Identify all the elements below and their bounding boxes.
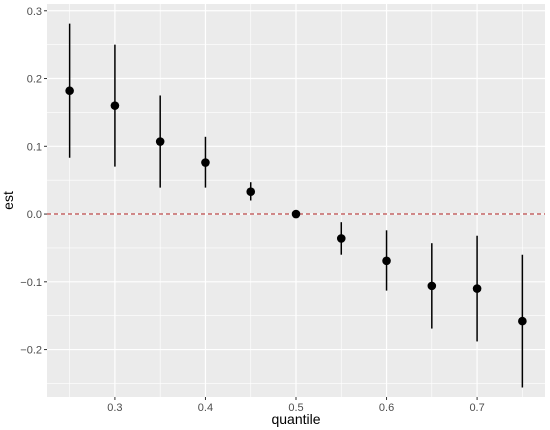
data-point bbox=[156, 137, 165, 146]
y-axis-ticks: −0.2 −0.1 0.0 0.1 0.2 0.3 bbox=[20, 6, 47, 357]
data-point bbox=[65, 86, 74, 95]
y-tick-label: 0.2 bbox=[27, 74, 42, 86]
data-point bbox=[337, 234, 346, 243]
y-tick-label: 0.3 bbox=[27, 6, 42, 18]
data-point bbox=[473, 284, 482, 293]
x-tick-label: 0.4 bbox=[198, 402, 213, 414]
data-point bbox=[518, 317, 527, 326]
y-tick-label: 0.0 bbox=[27, 209, 42, 221]
y-tick-label: 0.1 bbox=[27, 141, 42, 153]
y-axis-title: est bbox=[0, 191, 16, 210]
data-point bbox=[292, 210, 301, 219]
x-axis-title: quantile bbox=[271, 411, 320, 427]
data-point bbox=[246, 187, 255, 196]
data-point bbox=[428, 282, 437, 291]
data-point bbox=[382, 257, 391, 266]
data-point bbox=[111, 101, 120, 110]
x-tick-label: 0.6 bbox=[379, 402, 394, 414]
y-tick-label: −0.1 bbox=[20, 277, 42, 289]
data-point bbox=[201, 158, 210, 167]
x-tick-label: 0.7 bbox=[469, 402, 484, 414]
x-tick-label: 0.3 bbox=[107, 402, 122, 414]
y-tick-label: −0.2 bbox=[20, 345, 42, 357]
